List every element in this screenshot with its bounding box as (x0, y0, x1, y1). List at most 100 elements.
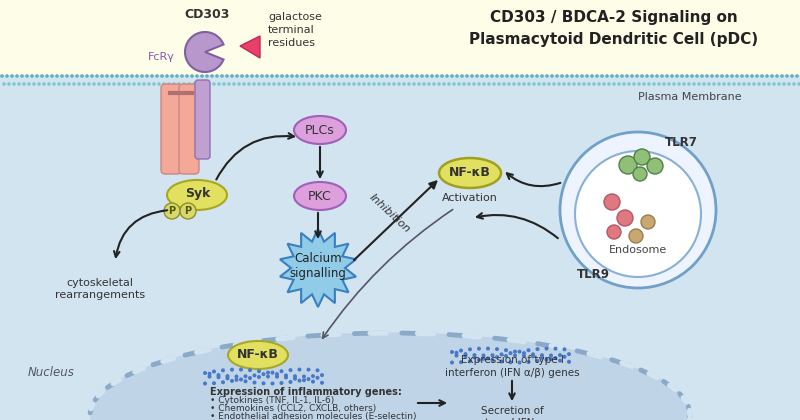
Circle shape (15, 74, 19, 78)
Circle shape (40, 74, 44, 78)
Circle shape (295, 74, 299, 78)
Circle shape (540, 353, 544, 357)
Circle shape (595, 74, 598, 78)
Circle shape (450, 350, 454, 354)
Circle shape (629, 229, 643, 243)
Circle shape (289, 368, 293, 372)
Wedge shape (185, 32, 223, 72)
Text: NF-κB: NF-κB (237, 349, 279, 362)
Circle shape (692, 82, 696, 86)
Circle shape (702, 82, 706, 86)
Circle shape (347, 82, 350, 86)
Circle shape (292, 82, 296, 86)
Circle shape (627, 82, 630, 86)
Circle shape (757, 82, 761, 86)
Circle shape (160, 74, 164, 78)
Circle shape (55, 74, 59, 78)
Circle shape (262, 82, 266, 86)
Circle shape (607, 225, 621, 239)
Circle shape (558, 359, 562, 362)
Circle shape (230, 379, 234, 383)
Circle shape (695, 74, 699, 78)
Circle shape (495, 355, 499, 359)
Circle shape (164, 203, 180, 219)
Circle shape (306, 377, 310, 381)
Circle shape (150, 74, 154, 78)
Circle shape (775, 74, 778, 78)
Circle shape (77, 82, 81, 86)
Circle shape (165, 74, 169, 78)
Circle shape (60, 74, 64, 78)
Circle shape (298, 378, 302, 383)
Circle shape (357, 82, 361, 86)
Circle shape (640, 74, 644, 78)
Circle shape (549, 354, 553, 357)
Circle shape (492, 82, 496, 86)
FancyBboxPatch shape (161, 84, 181, 174)
Circle shape (635, 74, 638, 78)
Circle shape (727, 82, 731, 86)
Circle shape (125, 74, 129, 78)
Circle shape (506, 74, 509, 78)
Circle shape (110, 74, 114, 78)
Circle shape (367, 82, 371, 86)
Circle shape (50, 74, 54, 78)
Circle shape (92, 82, 96, 86)
Circle shape (442, 82, 446, 86)
Circle shape (218, 82, 221, 86)
Circle shape (7, 82, 11, 86)
Circle shape (697, 82, 701, 86)
Circle shape (567, 360, 571, 364)
Text: TLR9: TLR9 (577, 268, 610, 281)
Circle shape (531, 352, 535, 357)
Circle shape (75, 74, 79, 78)
Circle shape (207, 372, 211, 376)
Circle shape (320, 381, 324, 385)
Circle shape (155, 74, 158, 78)
Circle shape (720, 74, 724, 78)
Circle shape (477, 358, 481, 362)
Ellipse shape (167, 180, 227, 210)
Circle shape (760, 74, 764, 78)
Circle shape (352, 82, 356, 86)
Polygon shape (240, 36, 260, 58)
Circle shape (597, 82, 601, 86)
Circle shape (230, 368, 234, 372)
Circle shape (240, 74, 244, 78)
Circle shape (531, 354, 535, 358)
Circle shape (226, 376, 230, 381)
Text: • Chemokines (CCL2, CXCLB, others): • Chemokines (CCL2, CXCLB, others) (210, 404, 376, 413)
Circle shape (287, 82, 291, 86)
Circle shape (617, 210, 633, 226)
Circle shape (685, 74, 689, 78)
Circle shape (315, 368, 319, 372)
Circle shape (102, 82, 106, 86)
Circle shape (520, 74, 524, 78)
Circle shape (672, 82, 676, 86)
Text: Secretion of
type I IFNs: Secretion of type I IFNs (481, 406, 543, 420)
Circle shape (207, 375, 211, 378)
Circle shape (365, 74, 369, 78)
Circle shape (560, 74, 564, 78)
Circle shape (332, 82, 336, 86)
Circle shape (202, 82, 206, 86)
Circle shape (221, 368, 225, 373)
Circle shape (362, 82, 366, 86)
Circle shape (290, 74, 294, 78)
Circle shape (266, 74, 269, 78)
Circle shape (311, 374, 315, 378)
Circle shape (540, 74, 544, 78)
Circle shape (252, 82, 256, 86)
Text: PKC: PKC (308, 189, 332, 202)
Circle shape (215, 74, 219, 78)
Circle shape (217, 373, 221, 377)
Circle shape (462, 82, 466, 86)
Circle shape (260, 74, 264, 78)
Circle shape (470, 74, 474, 78)
Circle shape (490, 358, 494, 362)
Circle shape (547, 82, 550, 86)
Circle shape (454, 354, 458, 357)
Circle shape (755, 74, 758, 78)
Circle shape (482, 354, 486, 357)
Circle shape (535, 347, 539, 351)
